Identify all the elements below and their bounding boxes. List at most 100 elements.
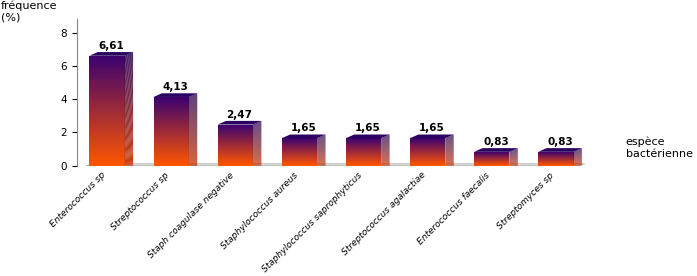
Polygon shape	[317, 155, 325, 156]
Polygon shape	[574, 152, 582, 155]
Polygon shape	[445, 148, 454, 150]
Polygon shape	[125, 77, 133, 80]
Polygon shape	[510, 156, 518, 158]
Polygon shape	[317, 153, 325, 154]
Polygon shape	[253, 153, 261, 155]
Polygon shape	[574, 153, 582, 156]
Polygon shape	[317, 142, 325, 145]
Polygon shape	[317, 151, 325, 153]
Polygon shape	[317, 157, 325, 158]
Polygon shape	[574, 158, 582, 160]
Polygon shape	[445, 160, 454, 161]
Polygon shape	[253, 158, 261, 160]
Polygon shape	[510, 161, 518, 163]
Polygon shape	[510, 158, 518, 160]
Bar	[153, 127, 189, 128]
Polygon shape	[574, 161, 582, 162]
Polygon shape	[317, 156, 325, 157]
Polygon shape	[445, 155, 454, 157]
Bar	[153, 108, 189, 109]
Polygon shape	[445, 164, 454, 165]
Polygon shape	[574, 149, 582, 152]
Polygon shape	[381, 142, 390, 145]
Polygon shape	[445, 135, 454, 139]
Polygon shape	[445, 144, 454, 147]
Bar	[89, 132, 125, 133]
Polygon shape	[510, 150, 518, 153]
Polygon shape	[445, 151, 454, 153]
Polygon shape	[510, 160, 518, 161]
Polygon shape	[381, 134, 390, 138]
Polygon shape	[253, 141, 261, 144]
Polygon shape	[253, 139, 261, 142]
Bar	[153, 134, 189, 135]
Polygon shape	[125, 80, 133, 84]
Bar	[153, 144, 189, 145]
Polygon shape	[253, 151, 261, 153]
Polygon shape	[574, 151, 582, 155]
Bar	[89, 57, 125, 58]
Polygon shape	[125, 156, 133, 157]
Polygon shape	[217, 121, 261, 124]
Polygon shape	[125, 63, 133, 68]
Polygon shape	[574, 150, 582, 153]
Polygon shape	[510, 161, 518, 162]
Bar	[89, 95, 125, 96]
Bar	[153, 114, 189, 115]
Polygon shape	[125, 53, 133, 58]
Polygon shape	[381, 144, 390, 147]
Bar	[89, 159, 125, 160]
Bar	[153, 109, 189, 110]
Polygon shape	[510, 155, 518, 158]
Bar	[89, 164, 125, 165]
Polygon shape	[510, 148, 518, 152]
Bar	[153, 125, 189, 126]
Bar	[153, 143, 189, 144]
Polygon shape	[282, 134, 325, 138]
Polygon shape	[445, 142, 454, 145]
Bar	[89, 59, 125, 60]
Bar	[153, 126, 189, 127]
Polygon shape	[574, 159, 582, 160]
Polygon shape	[189, 109, 197, 112]
Polygon shape	[189, 137, 197, 139]
Polygon shape	[381, 142, 390, 145]
Polygon shape	[189, 136, 197, 137]
Polygon shape	[317, 140, 325, 143]
Polygon shape	[510, 156, 518, 158]
Polygon shape	[510, 157, 518, 159]
Bar	[153, 154, 189, 155]
Polygon shape	[189, 111, 197, 114]
Polygon shape	[317, 143, 325, 146]
Polygon shape	[253, 150, 261, 152]
Polygon shape	[253, 157, 261, 158]
Bar	[89, 96, 125, 97]
Polygon shape	[253, 139, 261, 142]
Polygon shape	[189, 152, 197, 153]
Polygon shape	[317, 148, 325, 150]
Polygon shape	[445, 151, 454, 153]
Polygon shape	[381, 159, 390, 160]
Polygon shape	[189, 135, 197, 137]
Polygon shape	[445, 137, 454, 140]
Polygon shape	[381, 145, 390, 148]
Polygon shape	[125, 68, 133, 72]
Bar	[89, 105, 125, 106]
Polygon shape	[125, 121, 133, 123]
Polygon shape	[381, 142, 390, 145]
Polygon shape	[317, 161, 325, 162]
Polygon shape	[317, 155, 325, 157]
Polygon shape	[189, 123, 197, 126]
Polygon shape	[510, 153, 518, 155]
Bar	[89, 65, 125, 66]
Bar	[153, 137, 189, 138]
Polygon shape	[445, 141, 454, 144]
Polygon shape	[574, 150, 582, 153]
Polygon shape	[510, 150, 518, 153]
Polygon shape	[253, 153, 261, 154]
Polygon shape	[125, 91, 133, 94]
Polygon shape	[317, 160, 325, 161]
Polygon shape	[381, 143, 390, 146]
Polygon shape	[574, 157, 582, 159]
Polygon shape	[189, 105, 197, 108]
